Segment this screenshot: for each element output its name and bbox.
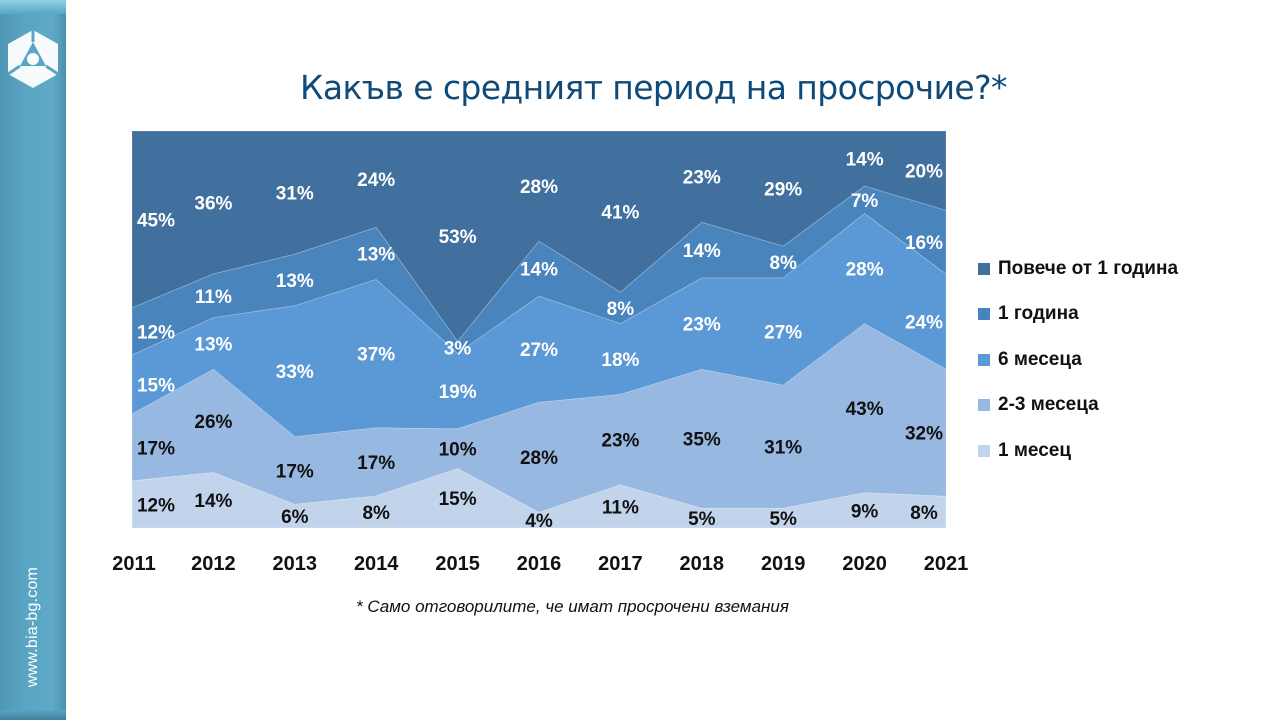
legend-item: 1 година (978, 292, 1178, 338)
data-label: 19% (439, 382, 477, 403)
data-label: 28% (520, 177, 558, 198)
data-label: 12% (137, 323, 175, 344)
legend-swatch (978, 353, 990, 366)
data-label: 10% (439, 440, 477, 461)
data-label: 53% (439, 227, 477, 248)
data-label: 18% (601, 350, 639, 371)
data-label: 37% (357, 345, 395, 366)
data-label: 15% (137, 376, 175, 397)
data-label: 36% (194, 194, 232, 215)
data-label: 31% (764, 438, 802, 459)
data-label: 13% (194, 334, 232, 355)
data-label: 27% (520, 340, 558, 361)
data-label: 8% (769, 253, 797, 274)
data-label: 14% (194, 491, 232, 512)
data-label: 5% (688, 509, 716, 530)
legend-label: 6 месеца (998, 348, 1082, 370)
data-label: 7% (851, 191, 879, 212)
data-label: 23% (683, 315, 721, 336)
legend-label: 1 месец (998, 439, 1072, 461)
data-label: 31% (276, 184, 314, 205)
sidebar-top-bevel (0, 0, 66, 14)
data-label: 43% (846, 399, 884, 420)
x-tick-label: 2015 (435, 553, 480, 575)
data-label: 17% (276, 461, 314, 482)
data-label: 20% (905, 162, 943, 183)
x-tick-label: 2020 (842, 553, 887, 575)
data-label: 8% (910, 503, 938, 524)
footnote: * Само отговорилите, че имат просрочени … (356, 597, 789, 616)
legend-label: 1 година (998, 303, 1079, 325)
area-series-0 (131, 467, 947, 529)
data-label: 17% (137, 438, 175, 459)
data-label: 16% (905, 233, 943, 254)
data-label: 23% (683, 168, 721, 189)
bia-logo-icon (7, 30, 59, 88)
chart-legend: Повече от 1 година 1 година 6 месеца 2-3… (978, 246, 1178, 474)
data-label: 9% (851, 501, 879, 522)
sidebar: www.bia-bg.com (0, 0, 66, 720)
data-label: 28% (846, 260, 884, 281)
x-tick-label: 2012 (191, 553, 236, 575)
x-tick-label: 2014 (354, 553, 399, 575)
data-label: 5% (769, 509, 797, 530)
data-label: 13% (357, 244, 395, 265)
data-label: 45% (137, 210, 175, 231)
data-label: 8% (607, 299, 635, 320)
data-label: 3% (444, 338, 472, 359)
area-series-4 (131, 130, 947, 343)
data-label: 6% (281, 507, 309, 528)
x-tick-label: 2018 (680, 553, 725, 575)
legend-swatch (978, 262, 990, 275)
data-label: 27% (764, 323, 802, 344)
legend-item: 1 месец (978, 428, 1178, 474)
area-series-3 (131, 185, 947, 356)
legend-item: Повече от 1 година (978, 246, 1178, 292)
legend-swatch (978, 308, 990, 321)
data-label: 8% (362, 503, 390, 524)
data-label: 14% (520, 260, 558, 281)
legend-item: 6 месеца (978, 337, 1178, 383)
x-tick-label: 2011 (112, 553, 155, 575)
data-label: 33% (276, 362, 314, 383)
legend-swatch (978, 399, 990, 412)
page-title: Какъв е средният период на просрочие?* (300, 68, 1008, 107)
data-label: 14% (683, 241, 721, 262)
sidebar-bottom-bevel (0, 710, 66, 720)
data-label: 28% (520, 448, 558, 469)
x-tick-label: 2021 (924, 553, 969, 575)
x-tick-label: 2013 (273, 553, 318, 575)
data-label: 12% (137, 495, 175, 516)
data-label: 29% (764, 180, 802, 201)
x-tick-label: 2017 (598, 553, 643, 575)
legend-swatch (978, 444, 990, 457)
x-tick-label: 2016 (517, 553, 562, 575)
data-label: 35% (683, 430, 721, 451)
legend-item: 2-3 месеца (978, 383, 1178, 429)
data-label: 15% (439, 489, 477, 510)
data-label: 11% (195, 287, 232, 308)
data-label: 17% (357, 453, 395, 474)
data-label: 26% (194, 412, 232, 433)
data-label: 4% (525, 511, 553, 532)
data-label: 41% (601, 203, 639, 224)
x-tick-label: 2019 (761, 553, 806, 575)
legend-label: Повече от 1 година (998, 257, 1179, 279)
data-label: 24% (357, 170, 395, 191)
data-label: 23% (601, 431, 639, 452)
data-label: 11% (602, 497, 639, 518)
data-label: 32% (905, 424, 943, 445)
data-label: 24% (905, 313, 943, 334)
legend-label: 2-3 месеца (998, 394, 1099, 416)
data-label: 14% (846, 150, 884, 171)
data-label: 13% (276, 271, 314, 292)
